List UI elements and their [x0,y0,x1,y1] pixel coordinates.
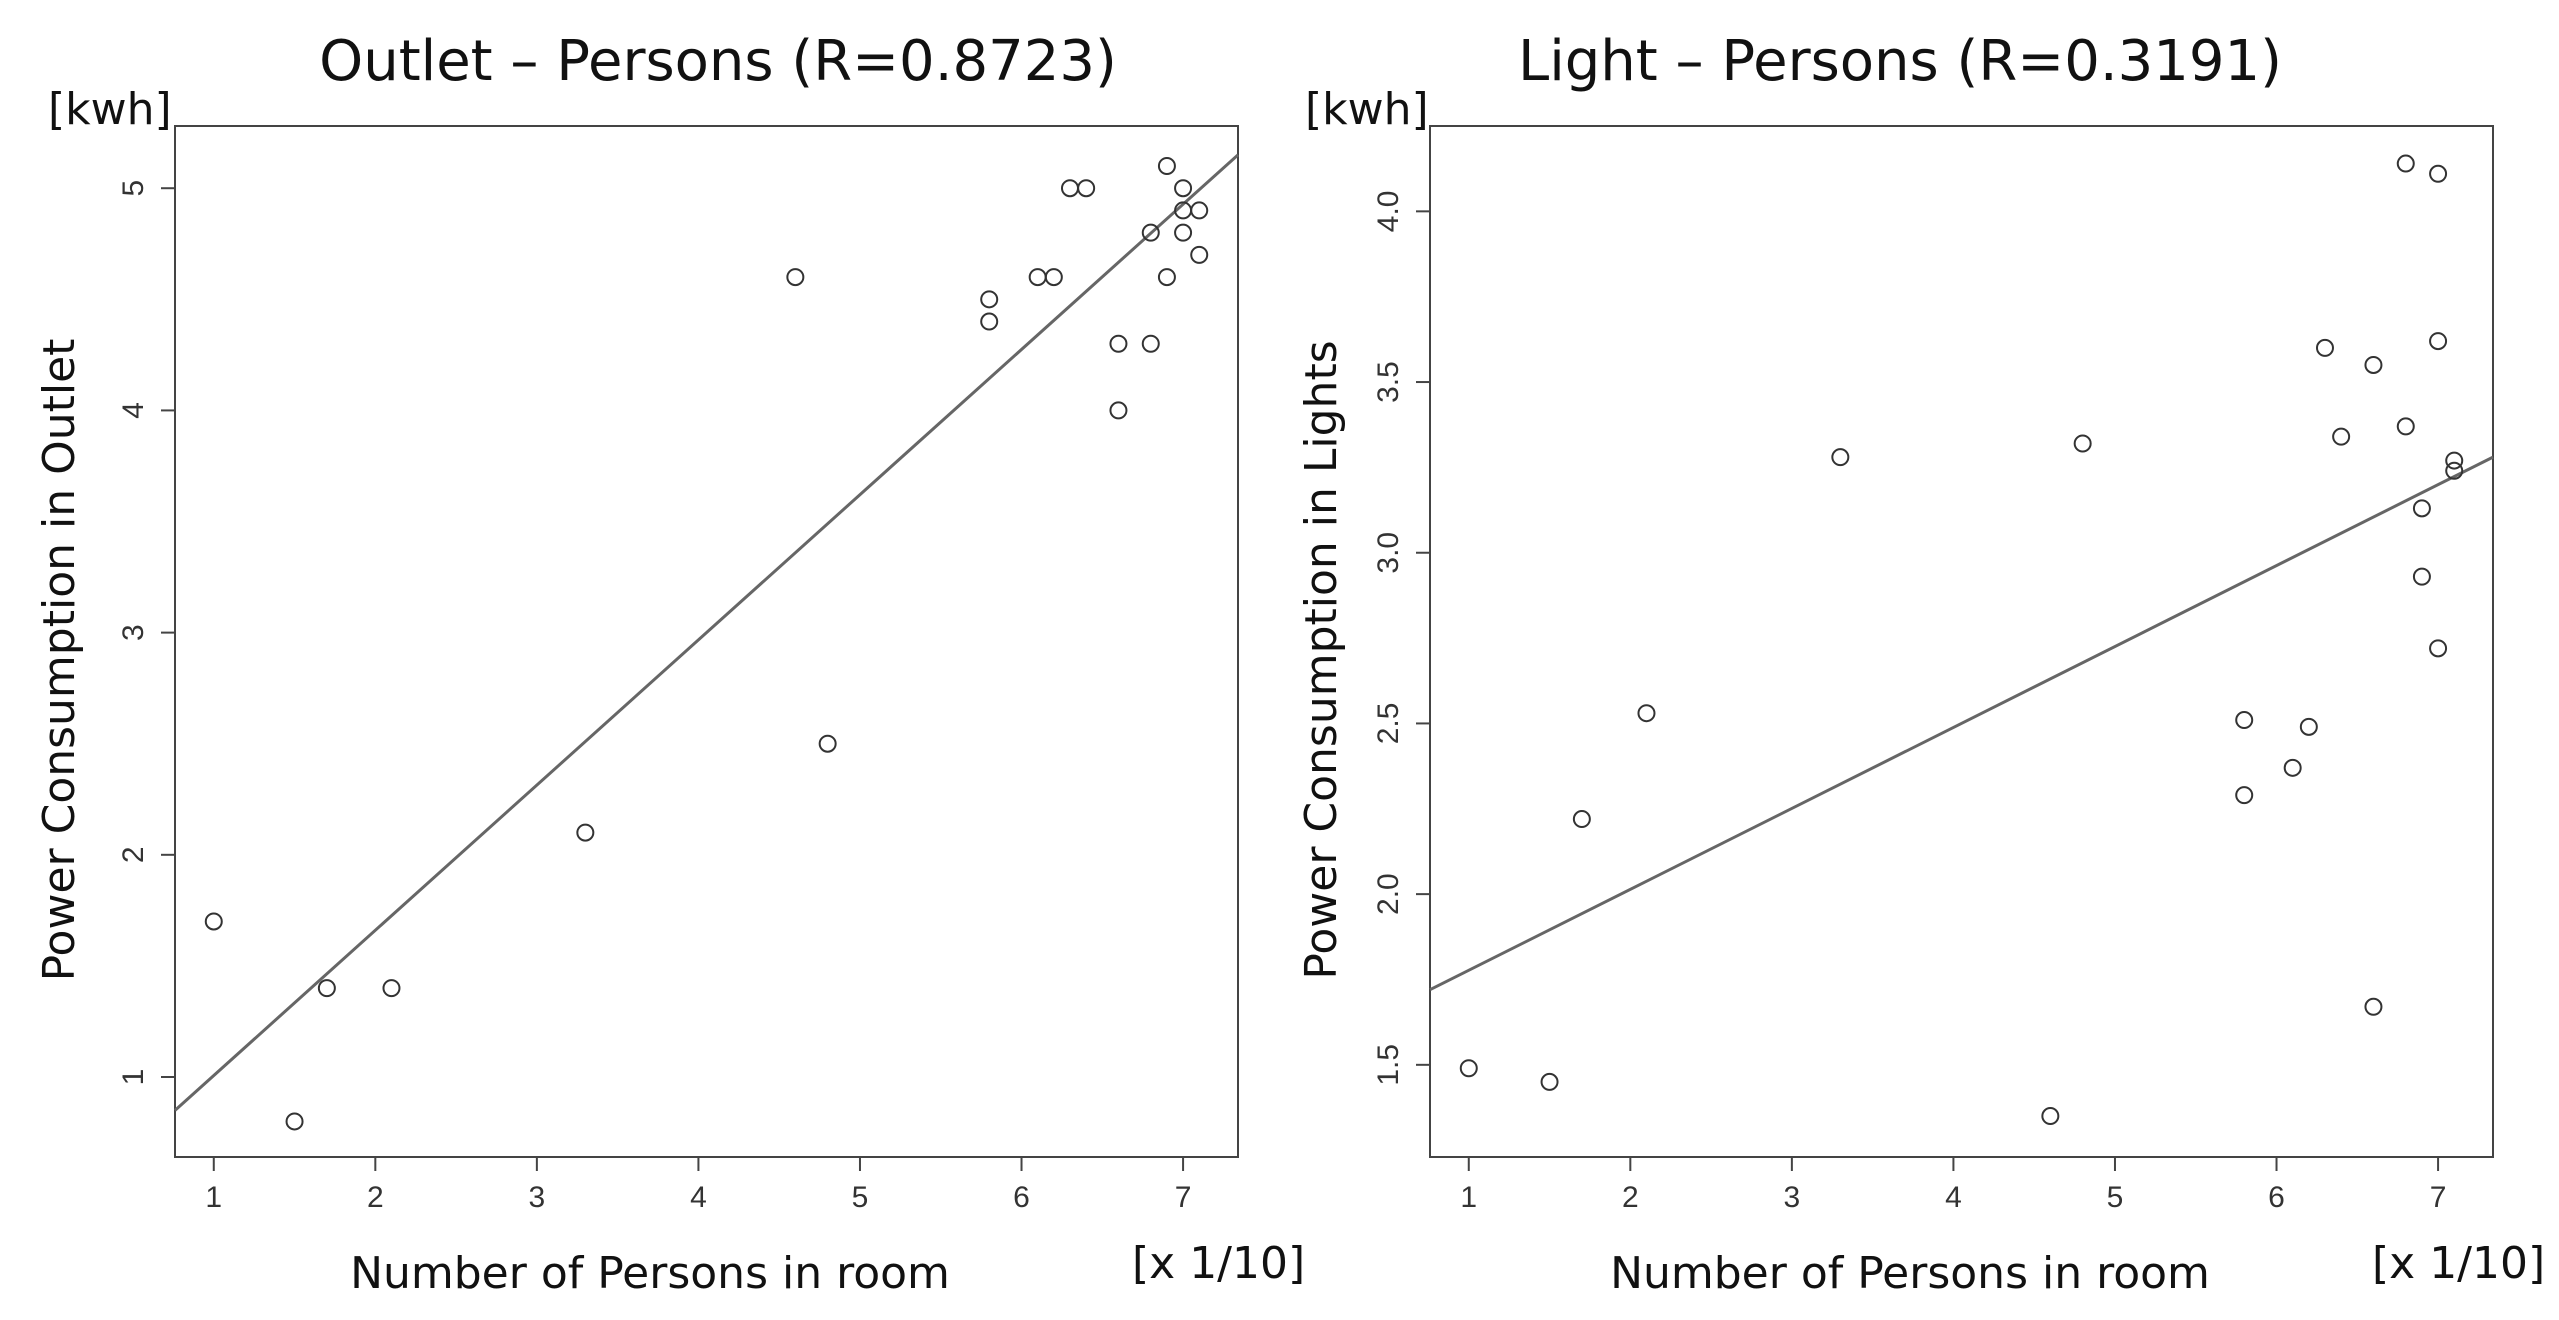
outlet-data-point [317,979,336,998]
light-fit-line [1429,455,2494,992]
outlet-y-tick-label: 3 [117,624,150,641]
light-chart-title: Light – Persons (R=0.3191) [1518,29,2282,94]
light-x-tick-label: 4 [1945,1181,1962,1214]
outlet-data-point [576,823,595,842]
outlet-data-point [1044,268,1063,287]
outlet-data-point [1190,245,1209,264]
light-data-point [2396,417,2415,436]
light-data-point [2445,461,2464,480]
light-x-tick-label: 6 [2268,1181,2285,1214]
outlet-data-point [1028,268,1047,287]
light-y-tick-label: 3.5 [1372,361,1405,403]
outlet-x-tick-label: 5 [852,1181,869,1214]
outlet-data-point [1141,223,1160,242]
light-data-point [2412,499,2431,518]
outlet-x-tick-label: 4 [690,1181,707,1214]
outlet-points [204,156,1209,1131]
outlet-y-tick-label: 2 [117,846,150,863]
outlet-scatter-panel: Outlet – Persons (R=0.8723) [kwh] Number… [34,29,1305,1299]
outlet-x-tick-label: 6 [1013,1181,1030,1214]
outlet-ticks: 1 2 3 4 5 6 7 1 2 3 4 5 [117,180,1191,1214]
outlet-x-unit: [x 1/10] [1132,1238,1305,1289]
light-x-tick-label: 3 [1784,1181,1801,1214]
light-ticks: 1 2 3 4 5 6 7 1.5 2.0 2.5 3.0 3.5 4.0 [1372,190,2446,1214]
light-x-tick-label: 2 [1622,1181,1639,1214]
light-y-unit: [kwh] [1305,84,1429,135]
light-x-axis-label: Number of Persons in room [1610,1248,2210,1299]
light-data-point [2364,355,2383,374]
light-data-point [2429,639,2448,658]
outlet-data-point [1174,223,1193,242]
light-data-point [2412,567,2431,586]
light-plot-frame [1429,125,2494,1158]
outlet-data-point [1060,179,1079,198]
outlet-data-point [1190,201,1209,220]
outlet-data-point [1141,334,1160,353]
light-y-tick-label: 2.5 [1372,703,1405,745]
outlet-data-point [1174,179,1193,198]
outlet-x-tick-label: 2 [367,1181,384,1214]
outlet-x-tick-label: 7 [1175,1181,1192,1214]
light-points [1459,154,2464,1126]
light-data-point [1572,810,1591,829]
light-data-point [2315,338,2334,357]
outlet-data-point [1109,334,1128,353]
outlet-data-point [285,1112,304,1131]
outlet-y-axis-label: Power Consumption in Outlet [34,339,85,982]
outlet-data-point [1077,179,1096,198]
outlet-data-point [980,290,999,309]
light-data-point [2283,758,2302,777]
light-data-point [2041,1107,2060,1126]
light-regression-line [1429,455,2494,992]
outlet-y-unit: [kwh] [48,84,172,135]
light-y-axis-label: Power Consumption in Lights [1296,340,1347,979]
light-data-point [1540,1072,1559,1091]
outlet-plot-frame [174,125,1239,1158]
outlet-x-tick-label: 1 [205,1181,222,1214]
light-scatter-panel: Light – Persons (R=0.3191) [kwh] Number … [1296,29,2545,1299]
light-data-point [2396,154,2415,173]
outlet-data-point [204,912,223,931]
light-data-point [2332,427,2351,446]
light-y-tick-label: 4.0 [1372,190,1405,232]
light-data-point [2429,332,2448,351]
outlet-x-axis-label: Number of Persons in room [350,1248,950,1299]
light-data-point [2073,434,2092,453]
light-data-point [2299,717,2318,736]
outlet-data-point [1157,156,1176,175]
light-x-tick-label: 5 [2107,1181,2124,1214]
outlet-y-tick-label: 5 [117,180,150,197]
outlet-fit-line [173,153,1240,1112]
light-x-tick-label: 1 [1460,1181,1477,1214]
outlet-regression-line [173,153,1240,1112]
light-y-tick-label: 2.0 [1372,873,1405,915]
outlet-data-point [818,734,837,753]
light-data-point [2429,164,2448,183]
light-x-unit: [x 1/10] [2372,1238,2545,1289]
outlet-data-point [1109,401,1128,420]
light-data-point [1459,1059,1478,1078]
light-data-point [1831,448,1850,467]
light-x-tick-label: 7 [2430,1181,2447,1214]
outlet-y-tick-label: 4 [117,402,150,419]
outlet-x-tick-label: 3 [529,1181,546,1214]
outlet-chart-title: Outlet – Persons (R=0.8723) [319,29,1117,94]
outlet-y-tick-label: 1 [117,1069,150,1086]
light-data-point [2235,711,2254,730]
light-data-point [2364,997,2383,1016]
light-data-point [2235,786,2254,805]
outlet-data-point [1157,268,1176,287]
light-y-tick-label: 1.5 [1372,1044,1405,1086]
light-data-point [2445,451,2464,470]
outlet-data-point [786,268,805,287]
light-data-point [1637,704,1656,723]
outlet-data-point [382,979,401,998]
light-y-tick-label: 3.0 [1372,532,1405,574]
outlet-data-point [980,312,999,331]
